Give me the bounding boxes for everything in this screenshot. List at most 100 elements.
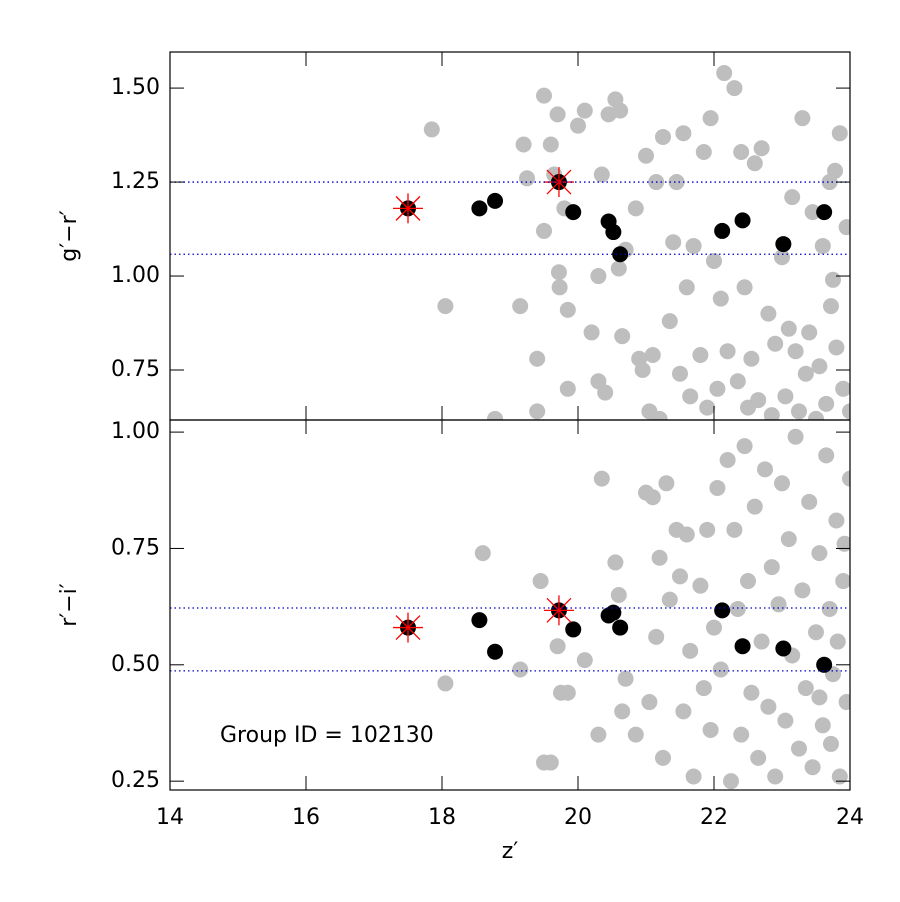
point xyxy=(685,768,702,785)
point xyxy=(827,162,844,179)
point xyxy=(570,117,586,134)
point xyxy=(576,102,593,119)
point xyxy=(597,384,614,401)
point xyxy=(719,452,736,469)
point xyxy=(512,298,529,315)
x-tick-label: 14 xyxy=(156,805,184,830)
point xyxy=(487,643,504,660)
point xyxy=(734,212,751,229)
point xyxy=(835,380,850,397)
point xyxy=(828,512,845,529)
point xyxy=(612,102,629,119)
point xyxy=(536,222,552,239)
plot-area xyxy=(393,428,850,790)
point xyxy=(471,612,488,629)
point xyxy=(774,475,790,492)
point xyxy=(614,328,631,345)
point xyxy=(808,410,824,420)
point xyxy=(542,754,559,771)
point xyxy=(842,403,850,420)
point xyxy=(702,721,719,738)
point xyxy=(743,684,760,701)
point xyxy=(519,170,535,187)
point xyxy=(780,320,797,337)
y-axis-label: g′−r′ xyxy=(57,210,82,261)
point xyxy=(787,343,804,360)
point xyxy=(655,749,671,766)
y-tick-label: 0.75 xyxy=(111,535,160,560)
point xyxy=(770,596,787,613)
point xyxy=(816,656,833,673)
point xyxy=(804,759,821,776)
point xyxy=(634,362,651,379)
x-tick-label: 18 xyxy=(428,805,456,830)
point xyxy=(706,619,722,636)
point xyxy=(542,136,559,153)
point xyxy=(733,726,750,743)
point xyxy=(822,735,839,752)
point xyxy=(565,621,582,638)
point xyxy=(726,521,743,538)
point xyxy=(780,531,797,548)
point xyxy=(549,106,566,123)
point xyxy=(559,380,576,397)
point xyxy=(712,290,729,307)
x-tick-label: 22 xyxy=(700,805,728,830)
point xyxy=(655,128,671,145)
point xyxy=(529,350,546,367)
point xyxy=(811,545,828,562)
point xyxy=(512,661,529,678)
point xyxy=(729,373,746,390)
point xyxy=(607,554,624,571)
point xyxy=(746,155,763,172)
point xyxy=(665,234,682,251)
point xyxy=(746,498,763,515)
point xyxy=(515,136,532,153)
point xyxy=(767,768,784,785)
point xyxy=(753,140,770,157)
point xyxy=(487,192,504,209)
point xyxy=(565,204,582,221)
point xyxy=(804,204,821,221)
axes-frame xyxy=(169,419,851,791)
point xyxy=(838,694,850,711)
point xyxy=(814,717,831,734)
point xyxy=(675,125,692,142)
point xyxy=(719,343,736,360)
point xyxy=(734,638,751,655)
point xyxy=(612,619,629,636)
y-tick-label: 0.50 xyxy=(111,652,160,677)
point xyxy=(648,628,665,645)
point xyxy=(695,680,712,697)
point xyxy=(750,392,767,409)
point xyxy=(794,582,811,599)
point xyxy=(757,461,773,478)
point xyxy=(816,204,833,221)
y-tick-label: 1.00 xyxy=(111,419,160,444)
point xyxy=(709,380,726,397)
point xyxy=(714,222,731,239)
point xyxy=(661,313,678,330)
point xyxy=(610,260,627,277)
point xyxy=(682,642,699,659)
annotation: Group ID = 102130 xyxy=(220,723,434,748)
highlight-cross xyxy=(543,595,574,626)
point xyxy=(797,680,814,697)
point xyxy=(672,568,688,585)
point xyxy=(774,249,790,266)
point xyxy=(675,703,692,720)
point xyxy=(726,80,743,97)
point xyxy=(692,346,709,363)
point xyxy=(576,652,593,669)
point xyxy=(791,403,807,420)
point xyxy=(706,252,722,269)
y-tick-label: 1.00 xyxy=(111,263,160,288)
y-tick-label: 1.25 xyxy=(111,169,160,194)
point xyxy=(801,324,818,341)
point xyxy=(842,470,850,487)
point xyxy=(583,324,600,341)
point xyxy=(532,573,549,590)
point xyxy=(658,475,675,492)
point xyxy=(835,573,850,590)
point xyxy=(437,298,454,315)
